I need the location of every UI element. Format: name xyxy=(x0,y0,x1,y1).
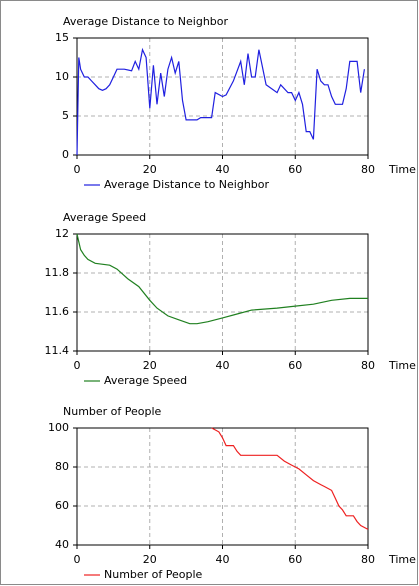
y-tick-label: 0 xyxy=(62,148,69,161)
x-tick-label: 60 xyxy=(288,163,302,176)
chart-title: Number of People xyxy=(63,405,162,418)
x-tick-label: 60 xyxy=(288,553,302,566)
x-tick-label: 40 xyxy=(216,163,230,176)
x-tick-label: 0 xyxy=(74,163,81,176)
x-tick-label: 80 xyxy=(361,163,375,176)
x-tick-label: 0 xyxy=(74,359,81,372)
x-tick-label: 40 xyxy=(216,553,230,566)
legend-label: Number of People xyxy=(104,568,203,581)
y-tick-label: 80 xyxy=(55,460,69,473)
chart-title: Average Distance to Neighbor xyxy=(63,15,229,28)
y-tick-label: 11.6 xyxy=(45,305,70,318)
x-tick-label: 40 xyxy=(216,359,230,372)
x-tick-label: 20 xyxy=(143,553,157,566)
x-tick-label: 20 xyxy=(143,359,157,372)
y-tick-label: 40 xyxy=(55,538,69,551)
y-tick-label: 15 xyxy=(55,31,69,44)
x-tick-label: 20 xyxy=(143,163,157,176)
legend-label: Average Speed xyxy=(104,374,187,387)
y-tick-label: 11.8 xyxy=(45,266,70,279)
x-axis-label: Time xyxy=(388,163,416,176)
x-tick-label: 80 xyxy=(361,553,375,566)
x-axis-label: Time xyxy=(388,553,416,566)
plot-border xyxy=(76,233,369,352)
data-line xyxy=(211,427,369,530)
y-tick-label: 100 xyxy=(48,421,69,434)
y-tick-label: 60 xyxy=(55,499,69,512)
y-tick-label: 10 xyxy=(55,70,69,83)
x-axis-label: Time xyxy=(388,359,416,372)
y-tick-label: 12 xyxy=(55,227,69,240)
plot-border xyxy=(76,427,369,546)
x-tick-label: 0 xyxy=(74,553,81,566)
legend-label: Average Distance to Neighbor xyxy=(104,178,270,191)
y-tick-label: 11.4 xyxy=(45,344,70,357)
plot-border xyxy=(76,37,369,156)
chart-title: Average Speed xyxy=(63,211,146,224)
x-tick-label: 60 xyxy=(288,359,302,372)
data-line xyxy=(76,233,368,325)
y-tick-label: 5 xyxy=(62,109,69,122)
data-line xyxy=(76,47,365,156)
x-tick-label: 80 xyxy=(361,359,375,372)
